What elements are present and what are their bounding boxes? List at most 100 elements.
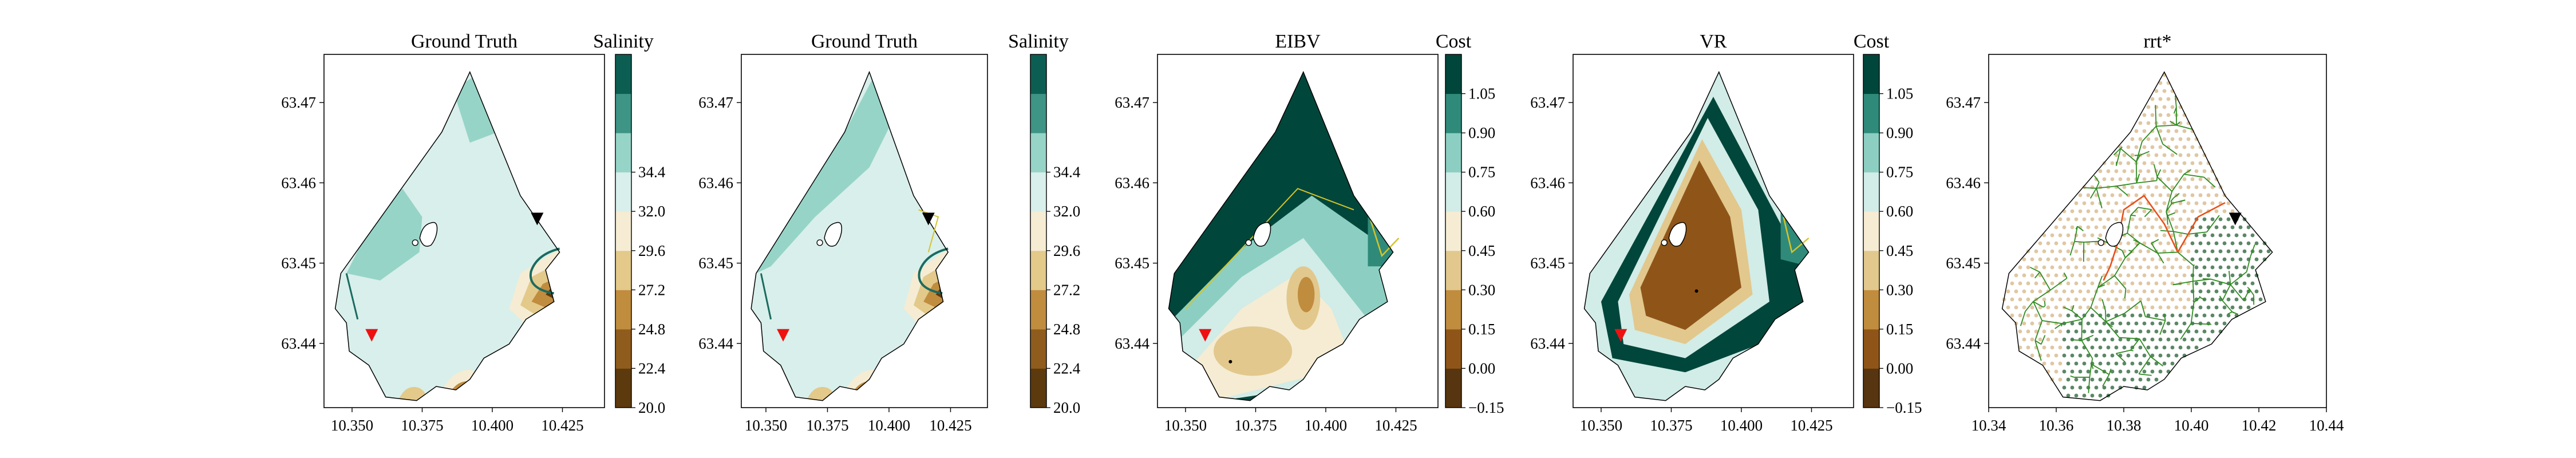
candidate-dot [2038,257,2042,262]
candidate-dot [2174,257,2179,262]
candidate-dot [2094,225,2099,230]
candidate-dot [2074,249,2079,254]
rrt-edge [2157,252,2160,256]
candidate-dot [2118,209,2123,214]
candidate-dot [2082,281,2087,286]
colorbar-salinity: Salinity 20.0 22.4 24.8 27.2 29.6 32.0 34.4 [593,31,666,416]
candidate-dot [2110,353,2115,358]
colorbar-tick-label: 0.90 [1886,124,1913,141]
x-tick-label: 10.36 [2039,417,2074,434]
candidate-dot [2238,305,2243,310]
candidate-dot [2174,225,2179,230]
candidate-dot [2150,305,2155,310]
candidate-dot [2190,209,2195,214]
candidate-dot [2122,153,2127,157]
candidate-dot [2070,225,2075,230]
marker-point [1228,360,1232,364]
candidate-dot [2086,225,2091,230]
candidate-dot [2126,273,2131,278]
candidate-dot [2166,321,2171,326]
candidate-dot [2150,161,2155,165]
candidate-dot [2246,273,2251,278]
rrt-edge [2039,271,2051,291]
candidate-dot [2054,353,2059,358]
candidate-dot [2062,225,2067,230]
candidate-dot [2010,281,2014,286]
candidate-dot [2154,281,2159,286]
candidate-dot [2154,345,2159,350]
candidate-dot [2114,217,2119,222]
y-tick-label: 63.46 [1946,174,1981,191]
candidate-dot [2202,185,2207,189]
salinity-field [335,72,560,401]
candidate-dot [2042,281,2046,286]
candidate-dot [2186,313,2191,318]
candidate-dot [2158,193,2163,198]
candidate-dot [2138,201,2143,206]
candidate-dot [2070,209,2075,214]
candidate-dot [2010,313,2014,318]
colorbar-frame [1863,54,1880,408]
candidate-dot [2202,313,2207,318]
candidate-dot [2074,393,2079,398]
candidate-dot [2082,217,2087,222]
x-tick-label: 10.40 [2174,417,2209,434]
candidate-dot [2142,241,2147,246]
candidate-dot [2158,177,2163,181]
candidate-dot [2090,281,2095,286]
candidate-dot [2086,353,2091,358]
candidate-dot [2242,249,2247,254]
candidate-dot [2070,385,2075,390]
candidate-dot [2154,329,2159,334]
candidate-dot [2146,217,2151,222]
candidate-dot [2190,257,2195,262]
candidate-dot [2114,345,2119,350]
candidate-dot [2230,305,2235,310]
candidate-dot [2102,209,2107,214]
colorbar-segment [1863,211,1879,251]
candidate-dot [2118,369,2123,374]
candidate-dot [2126,177,2131,181]
candidate-dot [2094,337,2099,342]
x-tick-label: 10.350 [1580,417,1622,434]
candidate-dot [2134,225,2139,230]
candidate-dot [2082,249,2087,254]
colorbar-tick-label: 29.6 [638,242,665,259]
candidate-dot [2058,249,2063,254]
colorbar-tick-label: 20.0 [638,399,665,416]
colorbar-segment [615,54,631,94]
cost-blob [1214,326,1293,376]
candidate-dot [2050,233,2055,238]
rrt-edge [2102,374,2110,387]
candidate-dot [2194,313,2199,318]
candidate-dot [2250,265,2255,270]
islet [1661,239,1668,246]
candidate-dot [2150,321,2155,326]
x-tick-label: 10.375 [1234,417,1277,434]
candidate-dot [2138,265,2143,270]
candidate-dot [2210,217,2215,222]
rrt-edge [2116,185,2128,196]
x-tick-label: 10.350 [331,417,373,434]
axes-frame [1157,54,1439,408]
candidate-dot [2038,289,2042,294]
candidate-dot [2222,225,2227,230]
rrt-edge [2138,356,2151,374]
candidate-dot [2126,289,2131,294]
candidate-dot [2058,233,2063,238]
candidate-dot [2082,233,2087,238]
x-tick-label: 10.375 [1650,417,1692,434]
candidate-dot [2114,377,2119,382]
candidate-dot [2114,265,2119,270]
candidate-dot [2150,289,2155,294]
trajectory [1783,216,1809,254]
candidate-dot [2166,225,2171,230]
candidate-dot [2086,257,2091,262]
colorbar-segment [1863,54,1879,94]
candidate-dot [2054,273,2059,278]
candidate-dot [2042,345,2046,350]
candidate-dot [2138,169,2143,173]
rrt-edge [2120,147,2123,149]
candidate-dot [2170,105,2175,109]
candidate-dot [2102,353,2107,358]
